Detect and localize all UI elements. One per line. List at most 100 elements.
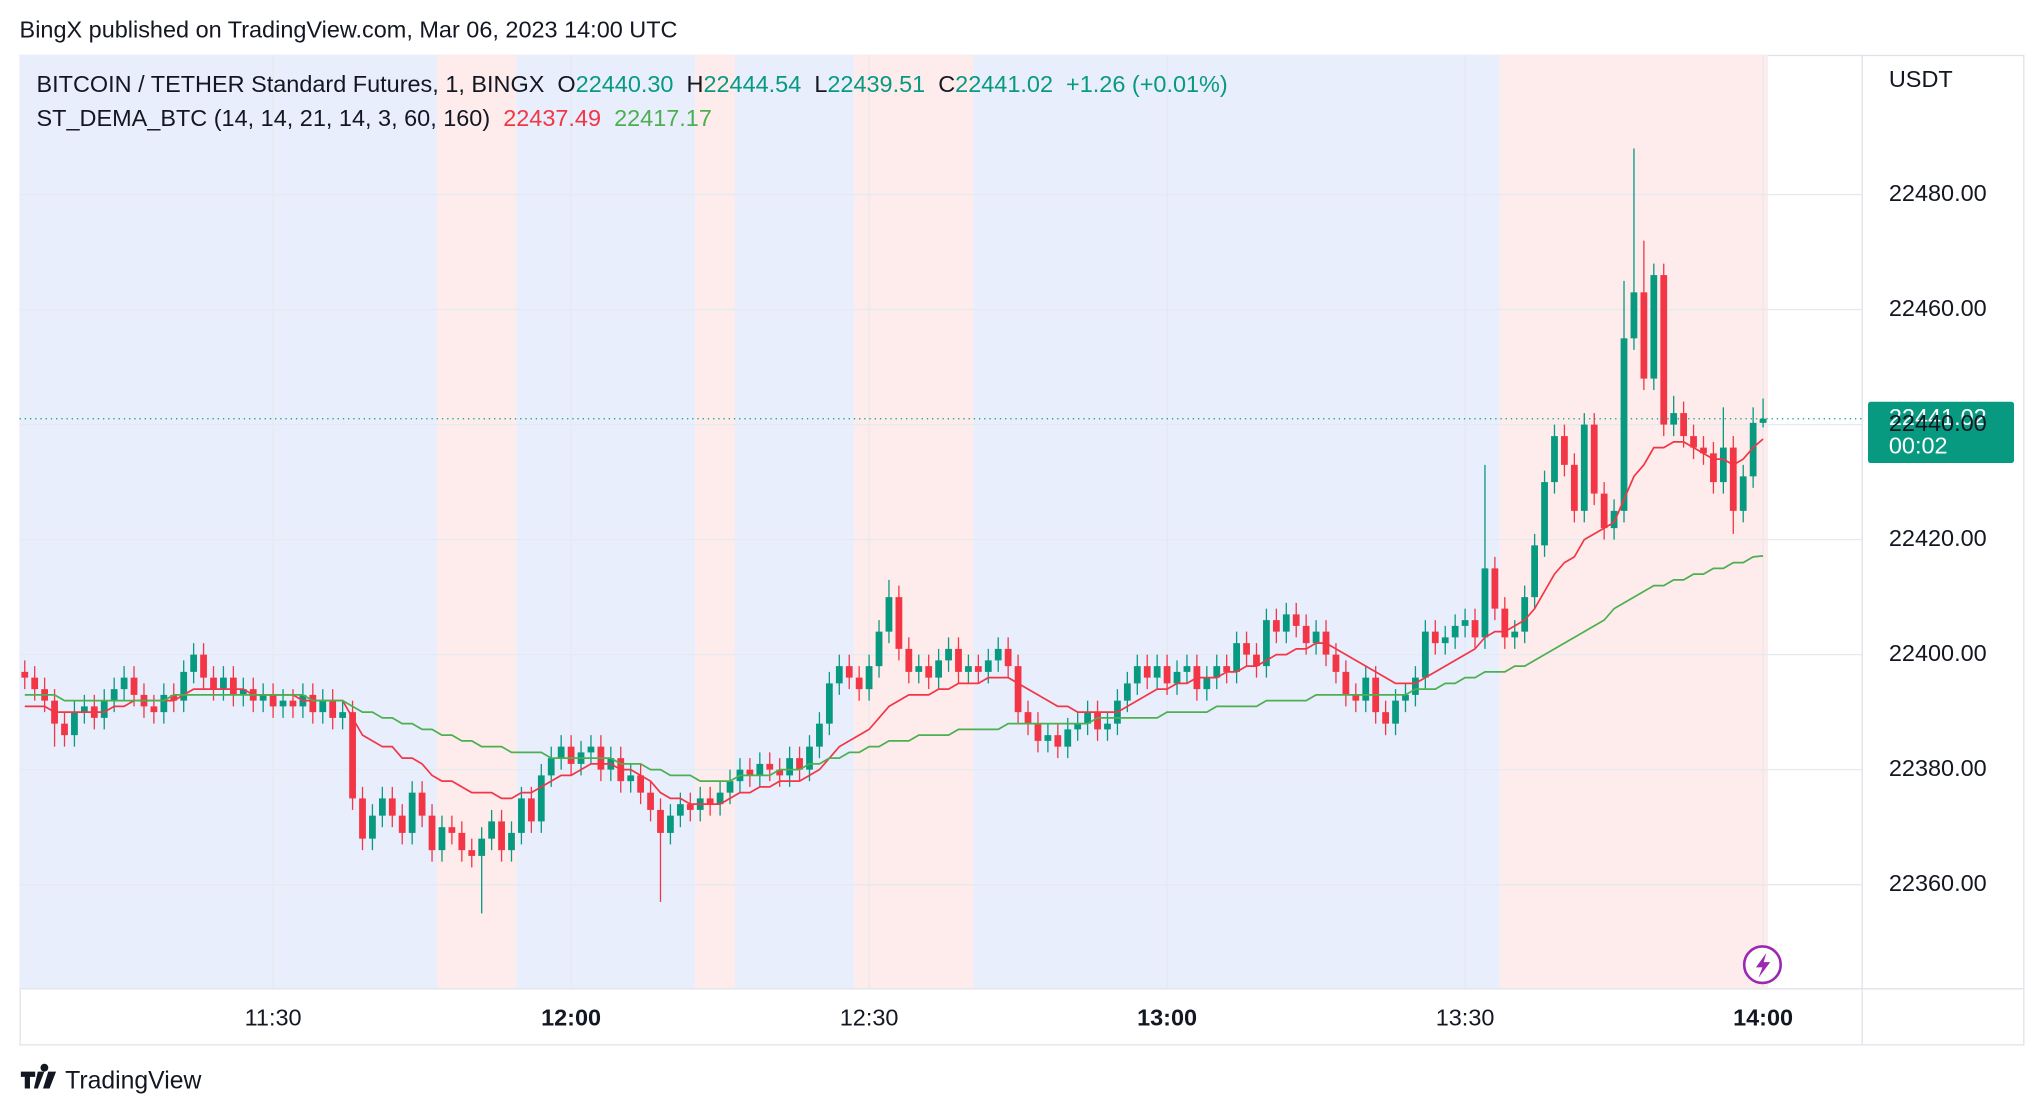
candle-body	[398, 815, 406, 833]
candle-body	[1710, 453, 1717, 483]
candle-body	[418, 792, 426, 816]
y-tick-label: 22420.00	[1889, 525, 1987, 551]
candle-body	[1630, 292, 1638, 339]
candle-body	[547, 758, 555, 776]
state-band	[734, 54, 855, 989]
icon-bolt[interactable]	[1755, 952, 1771, 978]
candle-body	[428, 815, 436, 851]
candle-body	[130, 677, 138, 695]
candle-body	[1600, 493, 1608, 529]
candle-body	[1481, 568, 1489, 638]
candle-body	[1471, 620, 1479, 638]
candle-body	[120, 677, 128, 690]
candle-body	[1660, 275, 1668, 425]
candle-body	[1263, 620, 1270, 667]
candle-body	[1570, 464, 1578, 511]
candle-body	[835, 666, 843, 684]
candle-body	[1282, 614, 1290, 632]
y-tick-label: 22400.00	[1889, 640, 1987, 666]
x-tick-label: 12:30	[840, 1005, 899, 1031]
state-band	[854, 54, 974, 989]
candle-body	[756, 763, 764, 776]
candle-body	[1402, 694, 1409, 701]
attribution: BingX published on TradingView.com, Mar …	[20, 17, 678, 43]
candle-body	[1690, 436, 1697, 448]
candle-body	[1749, 422, 1757, 477]
candle-body	[359, 798, 366, 839]
candle-body	[488, 821, 496, 839]
candle-body	[1173, 671, 1181, 684]
candle-body	[309, 694, 317, 713]
candle-body	[1074, 723, 1082, 730]
currency: USDT	[1889, 66, 1953, 92]
candle-body	[855, 677, 863, 690]
state-band	[516, 54, 696, 989]
candle-body	[1580, 424, 1588, 511]
candle-body	[378, 798, 386, 816]
indicator-value: 22437.49	[503, 105, 601, 131]
candle-body	[1759, 418, 1767, 423]
change: +1.26 (+0.01%)	[1066, 71, 1228, 97]
ohlc-value: 22441.02	[955, 71, 1053, 97]
price-tag: 22441.02 00:02	[1868, 401, 2015, 464]
candle-body	[825, 683, 833, 724]
x-tick-label: 11:30	[245, 1005, 302, 1031]
candle-body	[786, 758, 794, 776]
candle-body	[1521, 597, 1529, 632]
ohlc-key: O	[557, 71, 575, 97]
candle-body	[1104, 723, 1111, 730]
candle-body	[1362, 677, 1370, 701]
candle-body	[1064, 729, 1072, 747]
candle-body	[845, 666, 853, 678]
candle-body	[1531, 545, 1539, 598]
candle-body	[160, 694, 168, 713]
candle-body	[518, 798, 525, 833]
x-tick-label: 13:00	[1137, 1005, 1197, 1031]
x-tick-label: 14:00	[1733, 1005, 1793, 1031]
candle-body	[1491, 568, 1499, 609]
candle-body	[945, 648, 952, 661]
candle-body	[1421, 631, 1429, 678]
candle-body	[766, 763, 774, 770]
candle-body	[1084, 712, 1092, 724]
candle-body	[1203, 677, 1211, 690]
candle-body	[1590, 424, 1598, 494]
candle-body	[21, 671, 29, 678]
candle-body	[816, 723, 823, 747]
candle-body	[1213, 666, 1221, 678]
candle-body	[369, 815, 376, 839]
candle-body	[1163, 666, 1171, 684]
candle-body	[229, 677, 237, 695]
candle-body	[965, 666, 972, 672]
symbol: BITCOIN / TETHER Standard Futures, 1, BI…	[37, 71, 545, 97]
y-tick-label: 22440.00	[1889, 410, 1987, 436]
candle-body	[915, 666, 923, 672]
indicator-line	[24, 555, 1764, 782]
candle-body	[448, 827, 456, 833]
candle-body	[1312, 631, 1320, 644]
y-tick-label: 22480.00	[1889, 180, 1987, 206]
candle-body	[657, 809, 664, 833]
candle-body	[1233, 643, 1241, 672]
y-tick-label: 22460.00	[1889, 295, 1987, 321]
candle-body	[458, 832, 466, 851]
candle-body	[1024, 712, 1032, 724]
candle-body	[1551, 436, 1558, 483]
lightning-icon[interactable]	[1742, 945, 1782, 985]
candle-body	[1054, 735, 1062, 747]
candle-body	[776, 769, 784, 776]
candle-body	[1680, 413, 1688, 437]
candle-body	[1133, 666, 1141, 684]
candle-body	[1044, 735, 1052, 741]
candle-body	[170, 694, 178, 701]
candle-body	[994, 648, 1002, 661]
candle-body	[1183, 666, 1191, 672]
candle-body	[200, 654, 207, 678]
candle-body	[676, 804, 684, 816]
candle-body	[388, 798, 396, 816]
brand: TradingView	[20, 1063, 202, 1095]
x-tick-label: 12:00	[541, 1005, 601, 1031]
state-band	[19, 54, 437, 989]
candle-body	[1352, 694, 1360, 701]
candle-body	[478, 838, 486, 856]
